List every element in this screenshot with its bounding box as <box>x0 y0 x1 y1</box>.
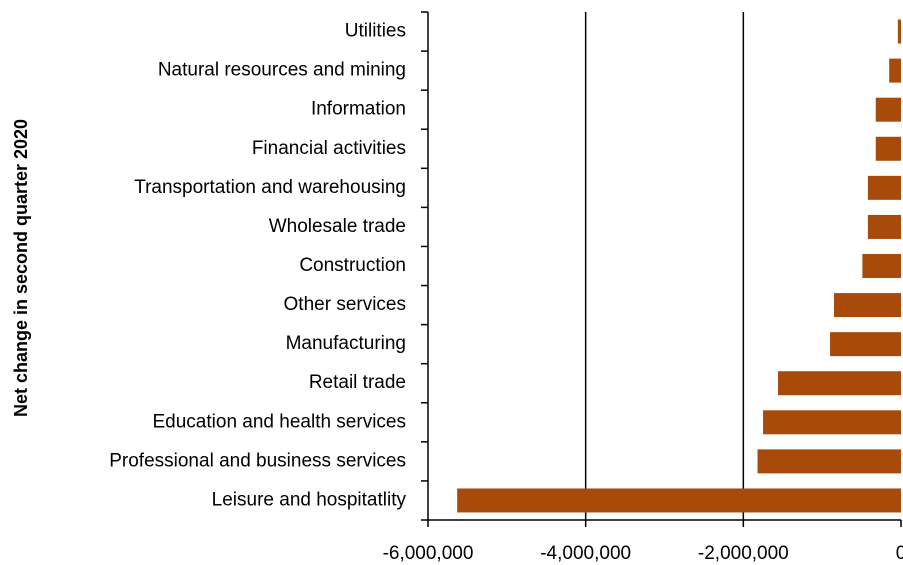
bar <box>833 293 901 318</box>
y-axis-title: Net change in second quarter 2020 <box>11 119 31 417</box>
bar <box>757 449 901 474</box>
bar <box>862 254 901 278</box>
bar <box>778 371 901 396</box>
x-tick-label: -4,000,000 <box>540 543 631 564</box>
bar <box>875 136 901 161</box>
x-tick-label: 0 <box>896 543 903 564</box>
y-tick-label: Construction <box>299 255 406 276</box>
x-tick-label: -2,000,000 <box>698 543 789 564</box>
bar <box>867 175 901 200</box>
y-tick-label: Transportation and warehousing <box>134 177 406 198</box>
y-tick-label: Financial activities <box>252 138 406 159</box>
y-tick-label: Utilities <box>345 21 406 42</box>
bar <box>763 410 901 435</box>
y-tick-label: Information <box>311 99 406 120</box>
y-tick-label: Professional and business services <box>109 450 406 471</box>
y-tick-label: Natural resources and mining <box>158 60 406 81</box>
x-tick-label: -6,000,000 <box>383 543 474 564</box>
y-tick-label: Retail trade <box>309 372 406 393</box>
y-tick-label: Manufacturing <box>286 333 406 354</box>
bar <box>875 97 901 122</box>
bar <box>830 332 901 357</box>
y-tick-label: Other services <box>284 294 406 315</box>
bar <box>457 488 901 513</box>
y-tick-label: Wholesale trade <box>269 216 406 237</box>
y-tick-label: Education and health services <box>153 411 407 432</box>
bar <box>897 19 901 44</box>
bar <box>867 214 901 239</box>
bar <box>889 58 901 83</box>
y-tick-label: Leisure and hospitatlity <box>212 489 407 510</box>
